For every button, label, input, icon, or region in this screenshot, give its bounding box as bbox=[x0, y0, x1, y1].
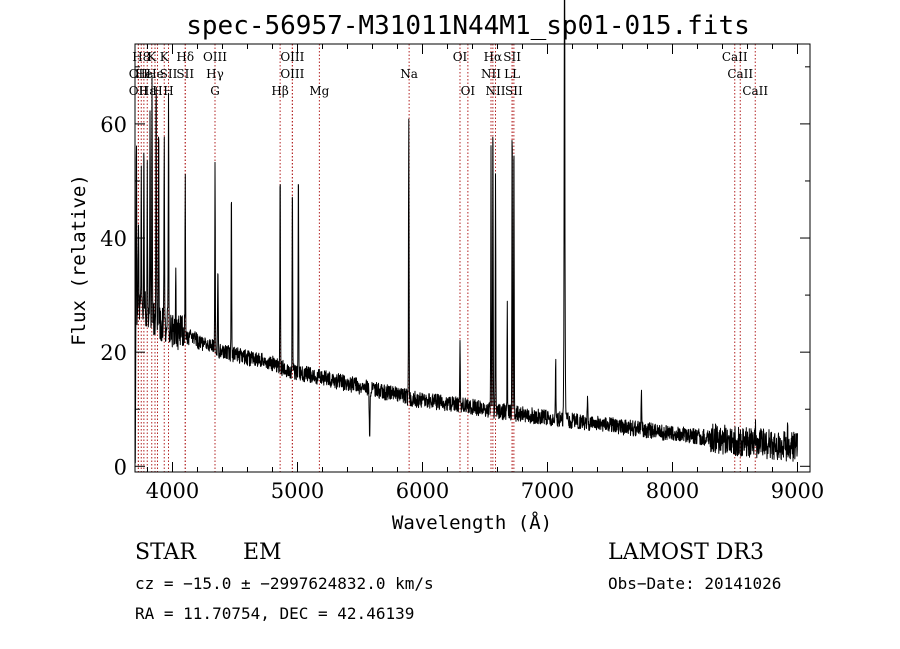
survey-name: LAMOST DR3 bbox=[608, 540, 764, 565]
line-marker-label: OIII bbox=[203, 50, 227, 64]
line-marker-label: SII bbox=[160, 67, 178, 81]
line-marker-label: Hβ bbox=[271, 84, 288, 98]
spectral-subclass: EM bbox=[243, 540, 282, 565]
redshift-readout: cz = −15.0 ± −2997624832.0 km/s bbox=[135, 574, 434, 593]
line-marker-label: NII bbox=[486, 84, 506, 98]
line-marker-label: He bbox=[146, 67, 164, 81]
y-tick-label: 60 bbox=[100, 113, 127, 137]
axis-ticks: 4000 5000 6000 7000 8000 9000 0 20 40 60 bbox=[100, 44, 824, 503]
line-marker-label: CaII bbox=[727, 67, 753, 81]
line-marker-label: OIII bbox=[280, 67, 304, 81]
x-tick-label: 7000 bbox=[521, 479, 574, 503]
line-marker-label: OI bbox=[461, 84, 476, 98]
line-marker-label: Mg bbox=[309, 84, 329, 98]
y-axis-label: Flux (relative) bbox=[68, 174, 90, 346]
line-marker-label: NII bbox=[481, 67, 501, 81]
spectrum-line bbox=[134, 0, 798, 464]
line-marker-label: Hε bbox=[139, 84, 156, 98]
x-tick-label: 5000 bbox=[271, 479, 324, 503]
line-marker-label: LL bbox=[504, 67, 520, 81]
line-marker-label: G bbox=[210, 84, 220, 98]
line-marker-label: OI bbox=[453, 50, 468, 64]
line-marker-label: Hα bbox=[484, 50, 503, 64]
line-marker-label: K bbox=[147, 50, 157, 64]
obs-date: Obs−Date: 20141026 bbox=[608, 574, 781, 593]
line-marker-label: OII bbox=[129, 84, 149, 98]
line-marker-label: OIII bbox=[280, 50, 304, 64]
spectral-class: STAR bbox=[135, 540, 197, 565]
line-marker-label: SII bbox=[503, 50, 521, 64]
line-marker-label: SII bbox=[505, 84, 523, 98]
x-tick-label: 4000 bbox=[146, 479, 199, 503]
line-marker-label: SII bbox=[176, 67, 194, 81]
line-marker-label: K bbox=[160, 50, 170, 64]
line-marker-label: He bbox=[135, 67, 153, 81]
line-marker-label: CaII bbox=[742, 84, 768, 98]
coordinates: RA = 11.70754, DEC = 42.46139 bbox=[135, 604, 414, 623]
line-marker-label: Hγ bbox=[206, 67, 224, 81]
x-tick-label: 8000 bbox=[646, 479, 699, 503]
x-tick-label: 6000 bbox=[396, 479, 449, 503]
line-marker-label: OII bbox=[129, 67, 149, 81]
line-marker-label: CaII bbox=[722, 50, 748, 64]
chart-title: spec-56957-M31011N44M1_sp01-015.fits bbox=[186, 11, 750, 41]
y-tick-label: 40 bbox=[100, 227, 127, 251]
y-tick-label: 0 bbox=[114, 455, 127, 479]
spectrum-series bbox=[134, 0, 798, 464]
x-tick-label: 9000 bbox=[771, 479, 824, 503]
line-marker-label: H bbox=[152, 84, 162, 98]
line-marker-label: H8 bbox=[132, 50, 150, 64]
y-tick-label: 20 bbox=[100, 341, 127, 365]
line-marker-label: Hδ bbox=[176, 50, 194, 64]
x-axis-label: Wavelength (Å) bbox=[392, 511, 552, 534]
line-marker-label: Na bbox=[400, 67, 418, 81]
line-marker-label: H bbox=[163, 84, 173, 98]
